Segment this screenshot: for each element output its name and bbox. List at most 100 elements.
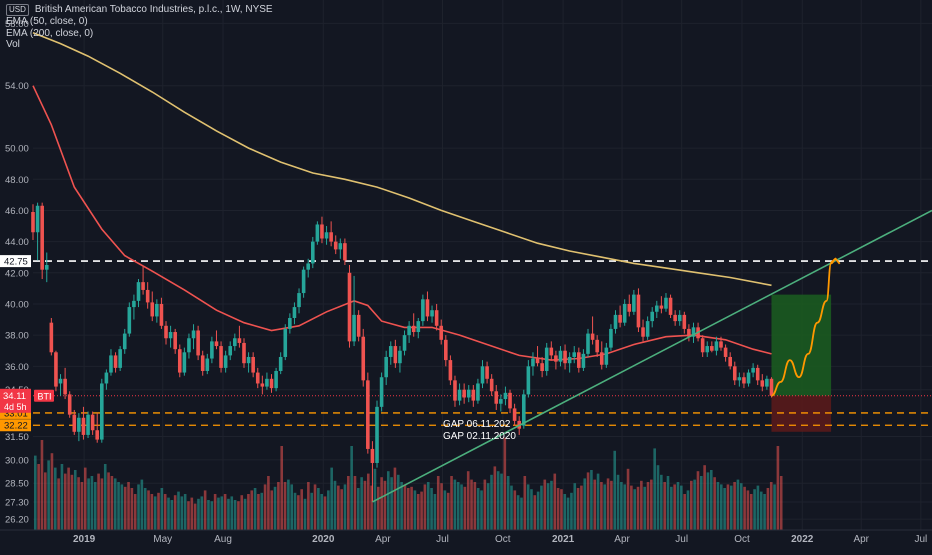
volume-bar bbox=[660, 474, 663, 530]
candle-body bbox=[393, 346, 398, 364]
volume-bar bbox=[423, 484, 427, 530]
candle-body bbox=[265, 378, 269, 387]
volume-bar bbox=[746, 490, 750, 530]
candle-body bbox=[324, 232, 329, 239]
horizontal-lines[interactable] bbox=[33, 260, 932, 426]
candle-body bbox=[49, 322, 54, 353]
price-axis[interactable]: 58.00 54.00 50.00 48.00 46.00 44.00 42.00 40.00… bbox=[0, 19, 54, 526]
volume-bar bbox=[367, 473, 370, 530]
time-tick-label: Apr bbox=[614, 534, 630, 545]
candle-body bbox=[499, 399, 503, 404]
symbol-tag-box bbox=[34, 389, 54, 402]
volume-bar bbox=[50, 453, 54, 530]
legend-volume[interactable]: Vol bbox=[6, 39, 273, 51]
volume-bar bbox=[480, 490, 483, 530]
volume-bar bbox=[723, 488, 726, 530]
price-tick-label: 58.00 bbox=[5, 19, 29, 30]
candle-body bbox=[622, 303, 627, 323]
candle-body bbox=[558, 350, 563, 362]
candle-body bbox=[755, 367, 760, 381]
candle-body bbox=[595, 339, 599, 353]
candle-body bbox=[333, 241, 338, 250]
candle-body bbox=[476, 383, 480, 401]
candle-body bbox=[737, 377, 742, 381]
candle-body bbox=[278, 356, 283, 371]
trendline[interactable] bbox=[372, 209, 932, 503]
price-tick-label: 42.00 bbox=[5, 268, 29, 279]
stop-zone[interactable] bbox=[771, 395, 832, 432]
legend-ema50[interactable]: EMA (50, close, 0) bbox=[6, 16, 273, 28]
time-tick-label: Jul bbox=[436, 534, 449, 545]
chart-legend: USD British American Tobacco Industries,… bbox=[6, 4, 273, 51]
volume-bar bbox=[523, 476, 527, 530]
volume-bar bbox=[263, 484, 267, 530]
candle-body bbox=[742, 377, 746, 384]
volume-bar bbox=[400, 482, 403, 530]
volume-bar bbox=[386, 471, 390, 530]
candle-body bbox=[315, 224, 320, 242]
volume-bar bbox=[613, 450, 617, 530]
candle-body bbox=[673, 314, 677, 322]
candle-body bbox=[430, 310, 434, 317]
volume-bar bbox=[150, 494, 154, 530]
candle-body bbox=[636, 294, 641, 328]
volume-bar bbox=[620, 482, 623, 530]
volume-bar bbox=[566, 497, 570, 530]
volume-bar bbox=[67, 467, 70, 530]
candle-body bbox=[343, 243, 347, 261]
volume-bar bbox=[277, 482, 280, 530]
volume-bar bbox=[663, 482, 666, 530]
candle-body bbox=[563, 350, 567, 364]
volume-bar bbox=[673, 484, 676, 530]
legend-ema200[interactable]: EMA (200, close, 0) bbox=[6, 28, 273, 40]
candle-body bbox=[136, 282, 141, 301]
volume-bar bbox=[650, 479, 653, 530]
volume-bar bbox=[420, 491, 423, 530]
volume-bar bbox=[433, 494, 437, 530]
time-tick-label: Jul bbox=[675, 534, 688, 545]
candle-body bbox=[462, 389, 466, 398]
legend-title-row: USD British American Tobacco Industries,… bbox=[6, 4, 273, 16]
time-tick-label: Oct bbox=[495, 534, 511, 545]
candle-body bbox=[544, 347, 549, 371]
volume-bar bbox=[573, 483, 577, 530]
volume-bar bbox=[486, 483, 490, 530]
price-tick-label: 36.00 bbox=[5, 362, 29, 373]
candle-body bbox=[641, 327, 645, 337]
volume-bar bbox=[110, 476, 114, 530]
time-tick-label: Apr bbox=[375, 534, 391, 545]
candle-body bbox=[292, 307, 297, 318]
candle-body bbox=[751, 367, 755, 373]
candle-body bbox=[654, 305, 659, 312]
time-axis[interactable]: 2019 May Aug 2020 Apr Jul Oct 2021 Apr Jul Oct 2022… bbox=[0, 529, 932, 545]
candle-body bbox=[664, 297, 668, 309]
volume-bar bbox=[643, 486, 646, 530]
volume-bar bbox=[170, 500, 174, 530]
volume-bar bbox=[93, 482, 97, 530]
volume-bar bbox=[140, 479, 144, 530]
volume-bar bbox=[753, 489, 756, 530]
volume-bar bbox=[90, 476, 94, 530]
volume-bar bbox=[593, 479, 597, 530]
candle-body bbox=[411, 325, 416, 333]
price-label-text: 42.75 bbox=[4, 257, 28, 268]
price-tick-label: 30.00 bbox=[5, 455, 29, 466]
drawings[interactable] bbox=[372, 209, 932, 503]
volume-bar bbox=[330, 467, 333, 530]
currency-badge[interactable]: USD bbox=[6, 4, 29, 16]
candle-body bbox=[246, 356, 251, 364]
price-tick-label: 38.00 bbox=[5, 331, 29, 342]
volume-bar bbox=[726, 484, 730, 530]
time-tick-label: Aug bbox=[214, 534, 232, 545]
volume-bar bbox=[460, 484, 463, 530]
projection-path[interactable] bbox=[771, 257, 836, 397]
candle-body bbox=[150, 302, 155, 317]
candle-body bbox=[288, 318, 292, 329]
price-tick-label: 50.00 bbox=[5, 144, 29, 155]
candle-body bbox=[251, 356, 255, 373]
volume-bar bbox=[127, 482, 130, 530]
candle-body bbox=[352, 314, 356, 342]
